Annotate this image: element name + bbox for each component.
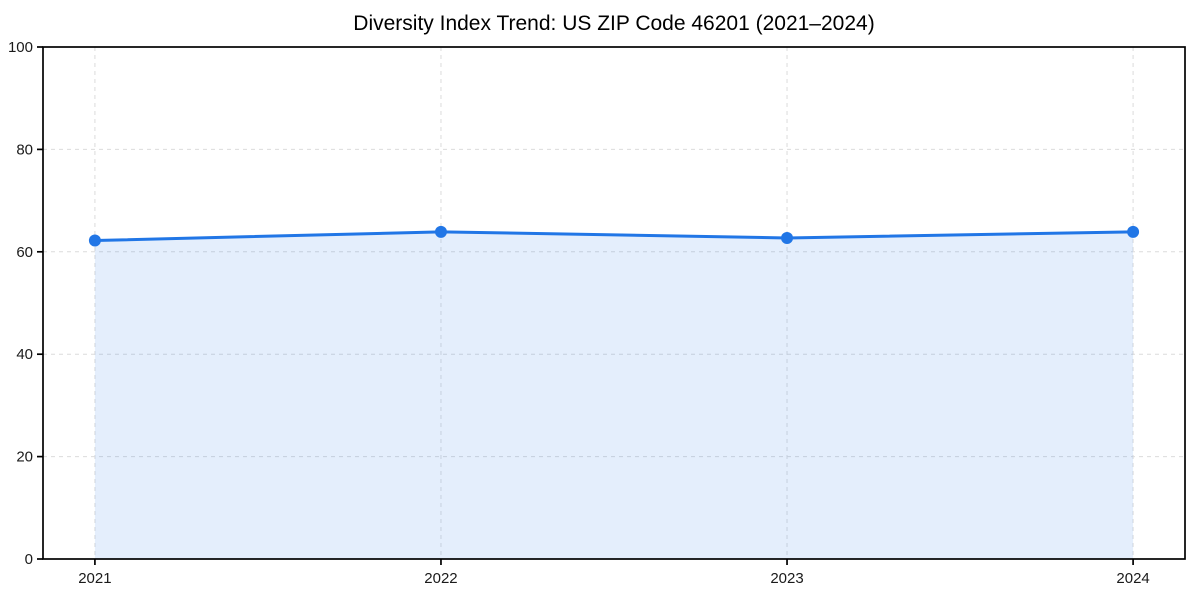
y-tick-label: 20	[16, 449, 33, 466]
trend-line	[93, 230, 1135, 243]
x-tick-label: 2022	[424, 570, 457, 587]
x-tick-label: 2021	[78, 570, 111, 587]
data-point-2023	[781, 231, 794, 244]
y-tick-label: 100	[8, 39, 33, 56]
plot-border	[42, 46, 1186, 560]
data-point-2022	[434, 225, 447, 238]
data-point-2024	[1127, 225, 1140, 238]
data-point-2021	[88, 234, 101, 247]
chart-title: Diversity Index Trend: US ZIP Code 46201…	[353, 12, 874, 35]
y-tick-label: 60	[16, 244, 33, 261]
y-tick-label: 40	[16, 346, 33, 363]
y-tick-label: 0	[25, 551, 33, 568]
y-tick-label: 80	[16, 141, 33, 158]
x-tick-label: 2024	[1116, 570, 1149, 587]
x-tick-label: 2023	[770, 570, 803, 587]
area-fill	[94, 231, 1134, 559]
